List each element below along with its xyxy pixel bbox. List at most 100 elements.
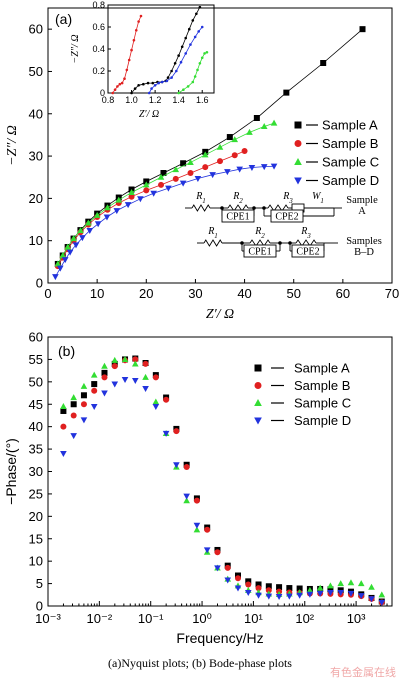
inset-data-point xyxy=(198,5,202,9)
y-tick-label: 55 xyxy=(29,352,43,367)
legend-entry: Sample B xyxy=(294,378,350,393)
x-tick-label: 10¹ xyxy=(244,611,263,626)
data-point xyxy=(327,590,334,596)
inset-data-point xyxy=(116,85,119,88)
resistor-r1 xyxy=(191,204,211,212)
inset-data-point xyxy=(147,91,151,95)
inset-data-point xyxy=(186,85,190,88)
data-point xyxy=(79,235,86,242)
x-tick-label: 10⁰ xyxy=(192,611,212,626)
data-point xyxy=(131,360,139,367)
data-point xyxy=(187,158,194,165)
data-point xyxy=(52,274,59,281)
inset-data-point xyxy=(133,87,137,90)
inset-data-point xyxy=(151,81,155,85)
y-tick-label: 25 xyxy=(29,486,43,501)
inset-series-line xyxy=(178,51,208,94)
circuit-label-top: Sample xyxy=(346,195,378,206)
data-point xyxy=(368,583,375,590)
legend-entry: Sample C xyxy=(322,155,379,170)
data-point xyxy=(152,403,160,410)
data-point xyxy=(152,374,159,381)
legend-marker xyxy=(294,121,302,129)
data-point xyxy=(56,265,64,272)
data-point xyxy=(66,249,74,256)
x-tick-label: 50 xyxy=(286,286,300,301)
series-line xyxy=(55,165,275,277)
data-point xyxy=(128,193,135,200)
data-point xyxy=(283,89,290,96)
data-point xyxy=(265,587,272,594)
data-point xyxy=(378,599,386,606)
x-axis-label: Frequency/Hz xyxy=(176,630,263,646)
legend-marker xyxy=(294,140,302,147)
y-tick-label: 40 xyxy=(29,106,43,121)
cpe-box xyxy=(221,209,255,223)
data-point xyxy=(101,369,108,376)
data-point xyxy=(260,164,268,171)
inset-data-point xyxy=(184,36,188,40)
data-point xyxy=(60,407,67,414)
data-point xyxy=(104,204,111,211)
resistor-r2-b xyxy=(249,239,271,247)
legend-marker xyxy=(254,364,262,372)
y-tick-label: 10 xyxy=(29,233,43,248)
label-r2: R2 xyxy=(232,191,243,205)
data-point xyxy=(246,128,253,135)
inset-data-point xyxy=(113,88,117,91)
cpe-label: CPE1 xyxy=(248,247,271,258)
inset-x-tick-label: 1.6 xyxy=(196,95,209,105)
data-point xyxy=(201,151,209,158)
data-point xyxy=(255,585,262,592)
series-line xyxy=(57,150,245,267)
data-point xyxy=(70,433,77,440)
inset-x-tick-label: 1.0 xyxy=(125,95,138,105)
data-point xyxy=(183,497,190,504)
data-point xyxy=(142,386,149,393)
data-point xyxy=(90,371,98,378)
inset-y-tick-label: 0.2 xyxy=(92,66,105,76)
x-tick-label: 10 xyxy=(90,286,104,301)
inset-data-point xyxy=(191,19,195,22)
data-point xyxy=(286,585,293,592)
data-point xyxy=(60,451,67,458)
data-point xyxy=(143,187,150,194)
y-tick-label: 60 xyxy=(29,330,43,345)
inset-data-point xyxy=(182,88,185,91)
data-point xyxy=(224,564,231,571)
inset-data-point xyxy=(205,51,209,54)
data-point xyxy=(101,362,108,369)
inset-data-point xyxy=(146,81,150,85)
data-point xyxy=(183,464,190,471)
data-point xyxy=(265,583,272,590)
inset-data-point xyxy=(137,84,140,87)
y-tick-label: 30 xyxy=(29,149,43,164)
data-point xyxy=(296,585,303,592)
legend-marker xyxy=(254,382,262,389)
data-point xyxy=(121,377,129,384)
inset-data-point xyxy=(120,81,124,85)
data-point xyxy=(84,219,92,226)
data-point xyxy=(347,590,355,597)
x-tick-label: 10⁻¹ xyxy=(138,611,164,626)
inset-x-tick-label: 1.4 xyxy=(172,95,185,105)
data-point xyxy=(244,590,252,596)
y-tick-label: 60 xyxy=(29,22,43,37)
inset-data-point xyxy=(191,80,195,84)
data-point xyxy=(316,584,324,591)
inset-y-tick-label: 0.6 xyxy=(92,22,105,32)
x-tick-label: 0 xyxy=(44,286,51,301)
label-w1: W1 xyxy=(312,191,324,205)
inset-data-point xyxy=(130,48,133,52)
data-point xyxy=(357,580,365,587)
inset-y-tick-label: 0.4 xyxy=(92,44,105,54)
inset-data-point xyxy=(189,43,192,46)
x-tick-label: 70 xyxy=(385,286,399,301)
data-point xyxy=(61,257,69,264)
data-point xyxy=(214,565,221,572)
data-point xyxy=(113,208,121,215)
data-point xyxy=(70,235,77,242)
data-point xyxy=(286,593,293,600)
data-point xyxy=(162,430,170,437)
